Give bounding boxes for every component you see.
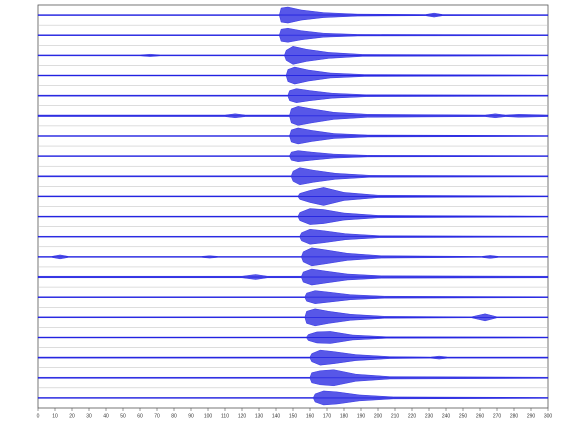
- x-tick-label: 110: [221, 413, 229, 419]
- trace-lower: [37, 196, 549, 206]
- x-tick-label: 280: [510, 413, 519, 419]
- x-tick-label: 170: [323, 413, 332, 419]
- trace-lower: [37, 95, 549, 103]
- trace-lower: [37, 357, 549, 366]
- trace-upper: [37, 88, 549, 96]
- x-tick-label: 300: [544, 413, 553, 419]
- x-tick-label: 210: [391, 413, 400, 419]
- trace-lower: [37, 296, 549, 304]
- x-tick-label: 160: [306, 413, 315, 419]
- trace-lower: [37, 337, 549, 344]
- trace-lower: [37, 236, 549, 245]
- trace-lower: [37, 35, 549, 43]
- trace-lower: [37, 75, 549, 85]
- x-tick-label: 230: [425, 413, 434, 419]
- trace-upper: [37, 46, 549, 56]
- x-tick-label: 190: [357, 413, 366, 419]
- x-tick-label: 250: [459, 413, 468, 419]
- trace-upper: [37, 390, 549, 399]
- trace-upper: [37, 106, 549, 117]
- trace-upper: [37, 150, 549, 157]
- trace-upper: [37, 66, 549, 76]
- x-tick-label: 10: [52, 413, 58, 419]
- x-tick-label: 50: [120, 413, 126, 419]
- trace-upper: [37, 308, 549, 318]
- x-tick-label: 120: [238, 413, 247, 419]
- trace-lower: [37, 397, 549, 406]
- trace-lower: [37, 256, 549, 267]
- x-tick-label: 150: [289, 413, 298, 419]
- trace-upper: [37, 187, 549, 197]
- trace-lower: [37, 135, 549, 145]
- trace-lower: [37, 14, 549, 24]
- x-tick-label: 240: [442, 413, 451, 419]
- trace-lower: [37, 377, 549, 387]
- trace-upper: [37, 268, 549, 278]
- x-tick-label: 30: [86, 413, 92, 419]
- x-tick-label: 0: [37, 413, 40, 419]
- x-tick-label: 40: [103, 413, 109, 419]
- trace-upper: [37, 127, 549, 137]
- x-tick-label: 220: [408, 413, 417, 419]
- trace-upper: [37, 247, 549, 258]
- trace-upper: [37, 349, 549, 358]
- trace-upper: [37, 208, 549, 217]
- x-tick-label: 130: [255, 413, 264, 419]
- x-tick-label: 180: [340, 413, 349, 419]
- x-tick-label: 60: [137, 413, 143, 419]
- x-tick-label: 90: [188, 413, 194, 419]
- trace-upper: [37, 290, 549, 298]
- x-tick-label: 260: [476, 413, 485, 419]
- trace-lower: [37, 55, 549, 65]
- trace-upper: [37, 331, 549, 338]
- trace-upper: [37, 369, 549, 378]
- trace-upper: [37, 167, 549, 177]
- trace-lower: [37, 276, 549, 286]
- x-tick-label: 140: [272, 413, 281, 419]
- trace-lower: [37, 176, 549, 186]
- x-tick-label: 200: [374, 413, 383, 419]
- trace-lower: [37, 155, 549, 162]
- trace-lower: [37, 115, 549, 126]
- x-tick-label: 270: [493, 413, 502, 419]
- x-tick-label: 70: [154, 413, 160, 419]
- x-tick-label: 20: [69, 413, 75, 419]
- x-tick-label: 80: [171, 413, 177, 419]
- x-tick-label: 290: [527, 413, 536, 419]
- trace-upper: [37, 228, 549, 237]
- trace-lower: [37, 317, 549, 327]
- trace-lower: [37, 216, 549, 225]
- x-tick-label: 100: [204, 413, 213, 419]
- trace-upper: [37, 27, 549, 36]
- trace-upper: [37, 6, 549, 16]
